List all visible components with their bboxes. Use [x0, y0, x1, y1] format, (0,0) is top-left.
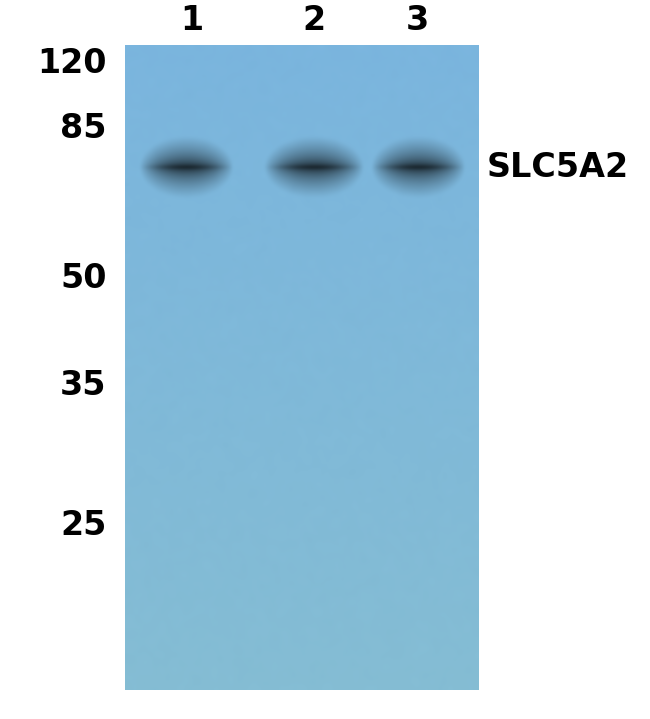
Text: SLC5A2: SLC5A2	[487, 151, 629, 184]
Text: 85: 85	[60, 111, 107, 145]
Text: 3: 3	[406, 4, 428, 37]
Text: 25: 25	[60, 509, 107, 542]
Text: 1: 1	[180, 4, 203, 37]
Text: 35: 35	[60, 370, 107, 403]
Text: 50: 50	[60, 262, 107, 295]
Text: 120: 120	[37, 47, 107, 80]
Text: 2: 2	[302, 4, 325, 37]
